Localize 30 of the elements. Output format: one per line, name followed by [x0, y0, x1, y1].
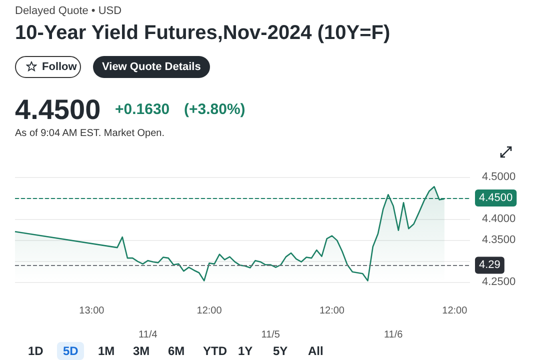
y-tick-label: 4.4000 [482, 213, 516, 225]
text: 1Y [237, 343, 254, 360]
text: 5Y [272, 343, 289, 360]
text: 6M [167, 343, 186, 360]
text: 1D [27, 343, 44, 360]
x-tick-label: 12:00 [196, 306, 222, 316]
chart-subtitle: Delayed Quote • USD [15, 5, 122, 17]
x-tick-label: 11/6 [384, 330, 404, 340]
text: (+3.80%) [184, 101, 246, 118]
x-tick-label: 11/4 [138, 330, 158, 340]
x-tick-label: 13:00 [79, 306, 105, 316]
text: As of 9:04 AM EST. Market Open. [15, 128, 165, 139]
text: YTD [202, 343, 228, 360]
x-tick-label: 12:00 [442, 306, 468, 316]
y-tick-label: 4.5000 [482, 171, 516, 183]
text: 3M [132, 343, 151, 360]
ref-line-label: 4.4500 [479, 192, 513, 204]
y-tick-label: 4.3500 [482, 234, 516, 246]
text: All [307, 343, 324, 360]
ref-line-label: 4.29 [479, 259, 500, 272]
x-tick-label: 11/5 [261, 330, 280, 340]
y-tick-label: 4.2500 [482, 276, 516, 288]
follow-button[interactable]: Follow [15, 56, 81, 78]
text: 5D [57, 342, 84, 360]
text: 4.4500 [15, 94, 101, 126]
text: View Quote Details [93, 56, 210, 78]
text: 1M [97, 343, 116, 360]
chart-title: 10-Year Yield Futures,Nov-2024 (10Y=F) [15, 22, 390, 45]
x-tick-label: 12:00 [319, 306, 345, 316]
text: +0.1630 [115, 101, 170, 118]
